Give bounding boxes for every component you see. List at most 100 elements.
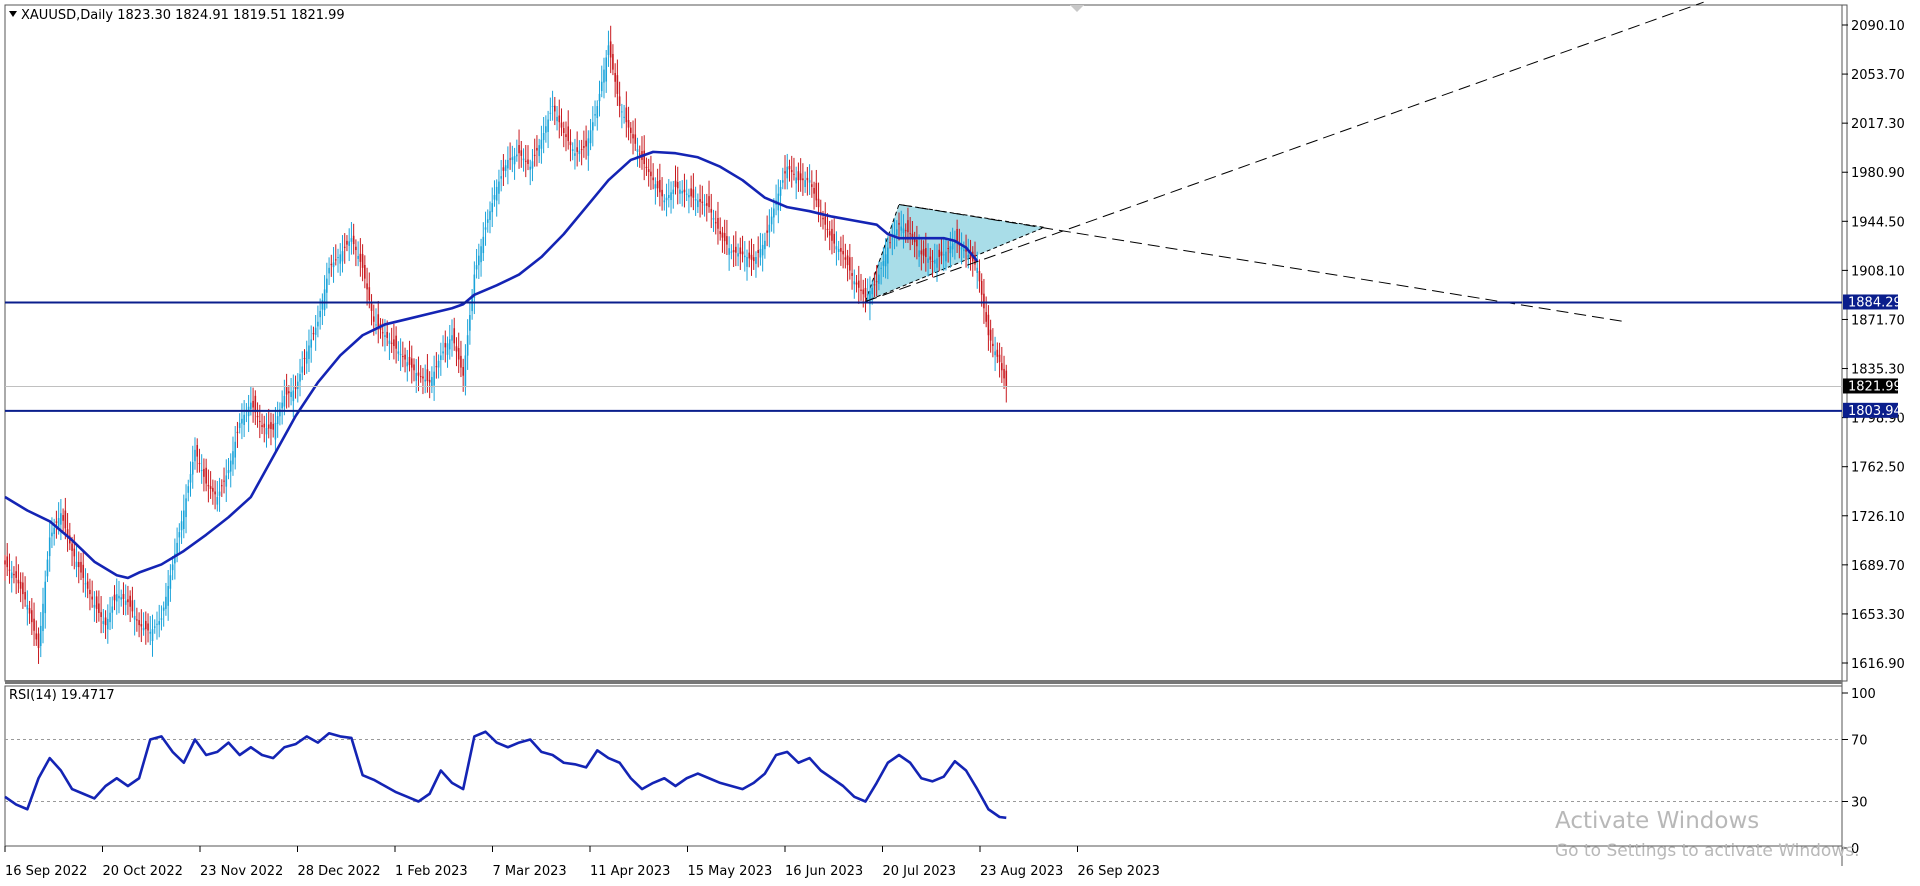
candle-body xyxy=(214,491,216,495)
candle-body xyxy=(480,246,482,263)
candle-body xyxy=(294,386,297,390)
candle-body xyxy=(285,386,288,395)
candle-body xyxy=(321,300,324,310)
candle-body xyxy=(730,251,733,253)
candle-body xyxy=(714,222,717,224)
candle-body xyxy=(48,537,51,557)
candle-body xyxy=(900,226,903,231)
candle-body xyxy=(840,247,842,252)
candle-body xyxy=(898,222,900,225)
candle-body xyxy=(746,257,748,267)
candle-body xyxy=(690,188,692,197)
candle-body xyxy=(254,395,257,413)
candle-body xyxy=(502,167,505,171)
candle-body xyxy=(1005,370,1008,387)
price-tick-label: 1689.70 xyxy=(1851,559,1905,574)
candle-body xyxy=(902,228,905,234)
candle-body xyxy=(303,357,306,359)
candle-body xyxy=(60,513,62,525)
candle-body xyxy=(627,120,630,128)
candle-body xyxy=(786,166,789,179)
candle-body xyxy=(661,189,663,197)
candle-body xyxy=(837,248,840,252)
candle-body xyxy=(402,356,404,358)
grid-lines xyxy=(5,739,1842,802)
candle-body xyxy=(258,420,261,423)
candle-body xyxy=(111,606,114,613)
candle-body xyxy=(457,348,460,360)
candle-body xyxy=(773,208,775,218)
support-price-label-bg xyxy=(1843,402,1898,418)
candle-body xyxy=(929,256,932,260)
candle-body xyxy=(361,254,364,268)
candle-body xyxy=(440,355,442,360)
candle-body xyxy=(118,595,120,599)
candle-body xyxy=(864,287,867,298)
time-tick-label: 16 Sep 2022 xyxy=(5,864,87,879)
candle-body xyxy=(587,138,590,156)
candle-body xyxy=(817,198,820,208)
candle-body xyxy=(985,312,987,322)
candle-body xyxy=(676,182,679,189)
candle-body xyxy=(444,342,447,348)
candle-body xyxy=(871,287,873,295)
candle-body xyxy=(576,147,578,152)
candle-body xyxy=(963,249,965,252)
price-tick-label: 1835.30 xyxy=(1851,363,1905,378)
candle-body xyxy=(53,527,55,534)
candle-body xyxy=(907,220,909,233)
time-tick-label: 1 Feb 2023 xyxy=(395,864,468,879)
candle-body xyxy=(580,149,583,151)
candle-body xyxy=(95,596,98,609)
candle-body xyxy=(949,246,952,254)
candle-body xyxy=(263,423,266,428)
candle-body xyxy=(592,122,594,131)
candle-body xyxy=(743,255,746,258)
candle-body xyxy=(511,157,514,161)
candle-body xyxy=(860,289,862,292)
candle-body xyxy=(857,280,860,288)
price-tick-label: 1616.90 xyxy=(1851,657,1905,672)
candle-body xyxy=(82,564,85,578)
candle-body xyxy=(127,599,129,603)
candle-body xyxy=(759,248,762,258)
candle-body xyxy=(57,518,60,529)
resistance-price-label-bg xyxy=(1843,294,1898,310)
candle-body xyxy=(198,463,201,465)
candle-body xyxy=(784,171,786,174)
candle-body xyxy=(51,532,53,537)
candle-body xyxy=(813,187,815,194)
candle-body xyxy=(4,560,6,565)
candle-body xyxy=(978,271,981,282)
candle-body xyxy=(750,254,753,260)
candle-body xyxy=(732,250,735,253)
candle-body xyxy=(93,604,96,608)
candle-body xyxy=(301,366,304,373)
candle-body xyxy=(556,116,558,122)
chevron-down-icon[interactable] xyxy=(9,11,17,17)
candle-body xyxy=(507,159,509,169)
candle-body xyxy=(484,227,487,230)
candle-body xyxy=(578,150,581,155)
price-tick-label: 1653.30 xyxy=(1851,608,1905,623)
candle-body xyxy=(160,618,163,620)
candle-body xyxy=(596,106,599,119)
candle-body xyxy=(220,485,223,487)
candle-body xyxy=(469,315,471,331)
trendline xyxy=(865,1,1704,303)
candle-body xyxy=(500,176,502,179)
time-tick-label: 15 May 2023 xyxy=(688,864,773,879)
candle-body xyxy=(705,203,708,206)
candle-body xyxy=(91,596,93,600)
candle-body xyxy=(498,181,500,194)
candle-body xyxy=(390,342,393,344)
candle-body xyxy=(13,573,15,576)
candle-body xyxy=(862,289,865,295)
candle-body xyxy=(925,248,927,258)
candle-body xyxy=(475,265,478,270)
shift-marker-icon[interactable] xyxy=(1070,5,1084,12)
candle-body xyxy=(384,335,386,337)
candle-body xyxy=(708,196,710,208)
candle-body xyxy=(842,250,844,255)
candle-body xyxy=(84,583,87,585)
